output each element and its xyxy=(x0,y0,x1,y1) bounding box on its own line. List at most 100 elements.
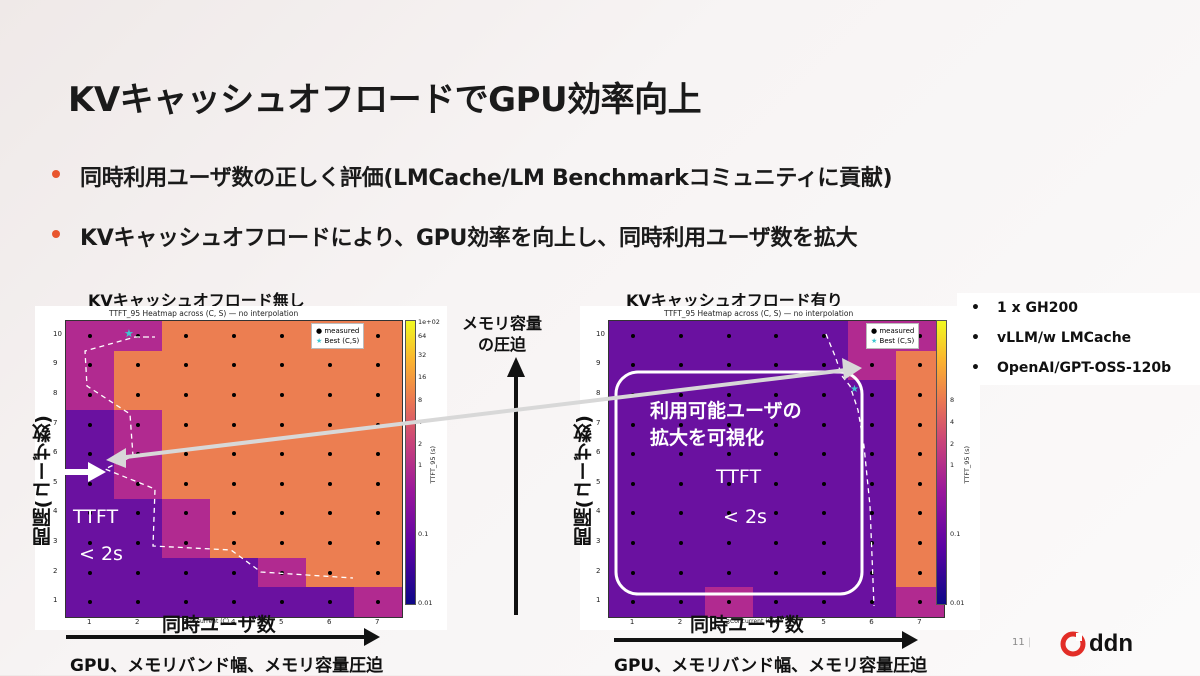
right-panel-caption: KVキャッシュオフロード有り xyxy=(626,291,843,310)
right-legend: ● measured ★ Best (C,S) xyxy=(866,323,920,349)
ddn-logo: ddn xyxy=(1060,630,1133,658)
right-heatmap-title: TTFT_95 Heatmap across (C, S) — no inter… xyxy=(664,309,854,318)
left-indicator-arrow-icon xyxy=(64,462,106,482)
cbar-tick: 0.1 xyxy=(418,530,429,538)
heatmap-cell xyxy=(210,498,258,529)
heatmap-cell xyxy=(800,469,849,499)
x-tick: 7 xyxy=(917,618,922,626)
y-tick: 7 xyxy=(53,418,58,427)
heatmap-cell xyxy=(354,528,402,558)
x-tick: 3 xyxy=(725,618,731,626)
x-tick: 1 xyxy=(87,618,92,626)
left-ttft-label: TTFT xyxy=(73,506,119,528)
x-axis-small-label: Concurrent (C) xyxy=(730,618,775,625)
heatmap-cell xyxy=(66,321,114,351)
heatmap-cell xyxy=(848,380,897,410)
left-legend: ● measured ★ Best (C,S) xyxy=(311,323,365,349)
star-icon: ★ xyxy=(871,337,878,345)
cbar-tick: 8 xyxy=(950,396,955,404)
heatmap-cell xyxy=(704,587,753,617)
heatmap-cell xyxy=(704,321,753,351)
heatmap-cell xyxy=(800,528,849,558)
heatmap-cell xyxy=(752,498,801,529)
heatmap-cell xyxy=(752,557,801,588)
heatmap-cell xyxy=(656,557,705,588)
x-tick: 6 xyxy=(327,618,332,626)
left-bottom-arrow-icon xyxy=(66,628,380,646)
x-axis-small-label: Concurrent (C) xyxy=(185,618,230,625)
right-colorbar xyxy=(936,320,947,605)
bullet-item: 同時利用ユーザ数の正しく評価(LMCache/LM Benchmarkコミュニテ… xyxy=(48,160,893,220)
y-tick: 4 xyxy=(596,507,601,516)
cbar-tick: 0.01 xyxy=(950,599,965,607)
right-ttft-label: TTFT xyxy=(716,466,762,488)
right-heatmap-panel: TTFT_95 Heatmap across (C, S) — no inter… xyxy=(580,306,980,630)
x-tick: 5 xyxy=(279,618,284,626)
cbar-tick: 1 xyxy=(950,461,955,469)
heatmap-cell xyxy=(66,498,114,529)
heatmap-cell xyxy=(306,557,354,588)
boundary-line xyxy=(84,336,354,579)
heatmap-cell xyxy=(114,469,162,499)
heatmap-cell xyxy=(66,528,114,558)
heatmap-cell xyxy=(704,469,753,499)
heatmap-cell xyxy=(609,321,657,351)
y-tick: 9 xyxy=(53,359,58,368)
y-tick: 4 xyxy=(53,507,58,516)
heatmap-cell xyxy=(354,498,402,529)
heatmap-cell xyxy=(258,498,306,529)
cbar-tick: 1e+02 xyxy=(418,318,440,326)
right-bottom-label: GPU、メモリバンド幅、メモリ容量圧迫 xyxy=(614,656,928,676)
heatmap-cell xyxy=(800,498,849,529)
cbar-tick: 0.01 xyxy=(418,599,433,607)
heatmap-cell xyxy=(800,321,849,351)
heatmap-cell xyxy=(210,321,258,351)
ddn-logo-text: ddn xyxy=(1089,630,1133,657)
legend-best-label: Best (C,S) xyxy=(324,337,360,345)
x-tick: 7 xyxy=(375,618,380,626)
left-colorbar xyxy=(405,320,416,605)
y-tick: 5 xyxy=(596,477,601,486)
spec-item: 1 x GH200 xyxy=(957,293,1200,323)
heatmap-cell xyxy=(66,587,114,617)
measured-dot-icon: ● xyxy=(871,327,878,335)
bullet-text: KVキャッシュオフロードにより、GPU効率を向上し、同時利用ユーザ数を拡大 xyxy=(80,226,858,251)
y-tick: 3 xyxy=(53,537,58,545)
cbar-tick: 32 xyxy=(418,351,427,359)
legend-best-label: Best (C,S) xyxy=(879,337,915,345)
legend-measured-label: measured xyxy=(879,327,915,335)
heatmap-cell xyxy=(114,587,162,617)
heatmap-cell xyxy=(656,587,705,617)
measured-dot-icon: ● xyxy=(316,327,323,335)
heatmap-cell xyxy=(258,557,306,588)
x-tick: 3 xyxy=(183,618,188,626)
heatmap-cell xyxy=(210,587,258,617)
ddn-logo-icon xyxy=(1060,631,1086,657)
spec-item: OpenAI/GPT-OSS-120b xyxy=(957,353,1200,383)
bullet-item: KVキャッシュオフロードにより、GPU効率を向上し、同時利用ユーザ数を拡大 xyxy=(48,220,892,280)
best-star-icon: ★ xyxy=(124,327,134,340)
bullet-text: 同時利用ユーザ数の正しく評価(LMCache/LM Benchmarkコミュニテ… xyxy=(80,166,893,191)
heatmap-cell xyxy=(848,439,897,469)
vertical-arrow-icon xyxy=(507,357,525,615)
heatmap-cell xyxy=(800,557,849,588)
y-tick: 2 xyxy=(53,566,58,575)
heatmap-cell xyxy=(162,498,210,529)
heatmap-cell xyxy=(752,528,801,558)
left-heatmap-title: TTFT_95 Heatmap across (C, S) — no inter… xyxy=(109,309,299,318)
left-x-axis-label: 同時ユーザ数 xyxy=(162,614,276,636)
heatmap-cell xyxy=(656,469,705,499)
cbar-tick: 64 xyxy=(418,332,427,340)
bullet-dot-icon xyxy=(52,170,60,178)
x-tick: 2 xyxy=(135,618,140,626)
y-tick: 10 xyxy=(53,329,62,338)
heatmap-cell xyxy=(752,587,801,617)
heatmap-cell xyxy=(258,528,306,558)
right-ttft-threshold: < 2s xyxy=(723,506,767,528)
right-boundary-overlay xyxy=(614,333,875,607)
x-tick: 1 xyxy=(629,618,635,626)
x-tick: 2 xyxy=(677,618,683,626)
footer-divider: | xyxy=(1027,637,1032,648)
heatmap-cell xyxy=(848,587,897,617)
heatmap-cell xyxy=(258,469,306,499)
